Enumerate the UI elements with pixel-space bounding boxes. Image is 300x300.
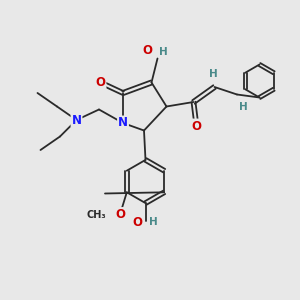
Text: O: O xyxy=(132,215,142,229)
Text: N: N xyxy=(71,113,82,127)
Text: H: H xyxy=(159,47,168,57)
Text: CH₃: CH₃ xyxy=(87,210,106,220)
Text: H: H xyxy=(208,69,217,79)
Text: O: O xyxy=(142,44,152,57)
Text: H: H xyxy=(239,102,248,112)
Text: O: O xyxy=(191,119,202,133)
Text: O: O xyxy=(115,208,125,221)
Text: H: H xyxy=(149,217,158,227)
Text: N: N xyxy=(118,116,128,130)
Text: O: O xyxy=(95,76,106,89)
